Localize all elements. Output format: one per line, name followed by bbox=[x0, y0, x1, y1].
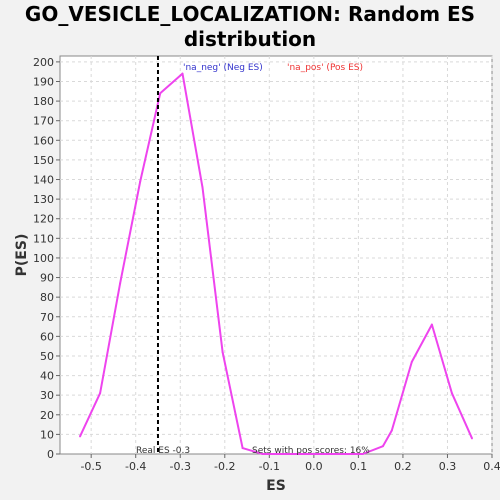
y-tick-label: 100 bbox=[33, 252, 54, 265]
y-tick-label: 40 bbox=[40, 370, 54, 383]
x-tick-label: 0.1 bbox=[350, 460, 368, 473]
data-point bbox=[222, 351, 224, 353]
data-point bbox=[411, 361, 413, 363]
x-tick-label: -0.3 bbox=[170, 460, 191, 473]
data-point bbox=[79, 435, 81, 437]
y-tick-label: 120 bbox=[33, 213, 54, 226]
x-tick-label: 0.0 bbox=[305, 460, 323, 473]
y-tick-label: 90 bbox=[40, 272, 54, 285]
y-tick-label: 80 bbox=[40, 291, 54, 304]
x-tick-label: 0.4 bbox=[483, 460, 500, 473]
x-tick-label: 0.2 bbox=[394, 460, 412, 473]
pos-scores-annotation: Sets with pos scores: 16% bbox=[252, 446, 370, 456]
y-tick-label: 130 bbox=[33, 193, 54, 206]
y-tick-label: 170 bbox=[33, 115, 54, 128]
x-axis-title: ES bbox=[266, 478, 286, 494]
y-tick-label: 50 bbox=[40, 350, 54, 363]
y-tick-label: 60 bbox=[40, 330, 54, 343]
x-tick-label: -0.5 bbox=[80, 460, 101, 473]
y-tick-label: 140 bbox=[33, 174, 54, 187]
y-tick-label: 150 bbox=[33, 154, 54, 167]
data-point bbox=[202, 186, 204, 188]
y-tick-label: 30 bbox=[40, 389, 54, 402]
data-point bbox=[391, 429, 393, 431]
y-tick-label: 160 bbox=[33, 134, 54, 147]
data-point bbox=[159, 92, 161, 94]
y-tick-label: 10 bbox=[40, 428, 54, 441]
x-tick-label: -0.2 bbox=[214, 460, 235, 473]
y-tick-label: 70 bbox=[40, 311, 54, 324]
x-tick-label: -0.1 bbox=[259, 460, 280, 473]
data-point bbox=[471, 437, 473, 439]
real-es-annotation: Real ES -0.3 bbox=[136, 446, 190, 456]
y-tick-label: 200 bbox=[33, 56, 54, 69]
y-tick-label: 0 bbox=[47, 448, 54, 461]
legend-entry-pos: 'na_pos' (Pos ES) bbox=[287, 63, 363, 73]
data-point bbox=[451, 392, 453, 394]
y-axis-title: P(ES) bbox=[14, 234, 30, 277]
y-tick-label: 20 bbox=[40, 409, 54, 422]
data-point bbox=[99, 392, 101, 394]
y-tick-label: 110 bbox=[33, 232, 54, 245]
y-tick-label: 190 bbox=[33, 75, 54, 88]
data-point bbox=[139, 180, 141, 182]
legend-entry-neg: 'na_neg' (Neg ES) bbox=[183, 63, 263, 73]
annotations: Real ES -0.3 Sets with pos scores: 16% bbox=[136, 446, 370, 456]
data-point bbox=[119, 282, 121, 284]
data-point bbox=[382, 445, 384, 447]
x-tick-label: 0.3 bbox=[439, 460, 457, 473]
data-point bbox=[242, 447, 244, 449]
data-point bbox=[431, 324, 433, 326]
x-tick-label: -0.4 bbox=[125, 460, 146, 473]
y-tick-label: 180 bbox=[33, 95, 54, 108]
